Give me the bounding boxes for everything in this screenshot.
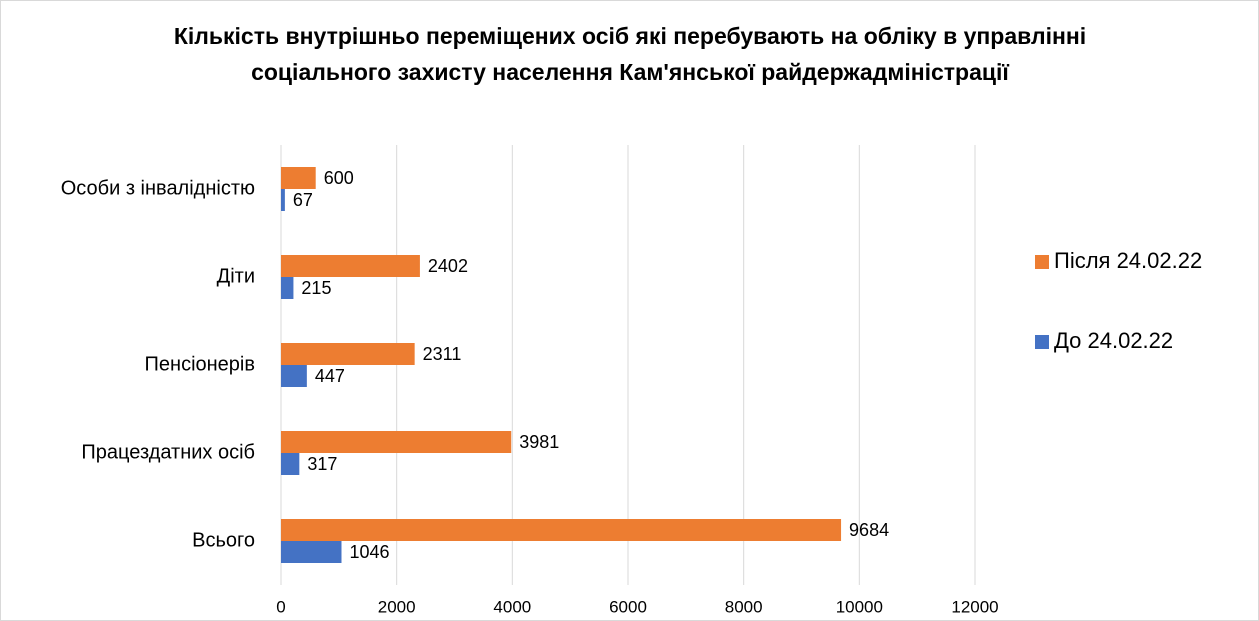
bar [281, 343, 415, 365]
bar [281, 277, 294, 299]
x-tick-label: 12000 [951, 597, 998, 616]
y-tick-label: Працездатних осіб [81, 441, 255, 463]
value-label: 2402 [428, 256, 468, 276]
value-label: 1046 [349, 542, 389, 562]
value-label: 317 [307, 454, 337, 474]
bar [281, 541, 342, 563]
bar [281, 453, 300, 475]
value-label: 67 [293, 190, 313, 210]
y-tick-label: Діти [217, 265, 255, 287]
bar [281, 255, 420, 277]
x-tick-label: 6000 [609, 597, 647, 616]
x-tick-label: 8000 [725, 597, 763, 616]
bar [281, 431, 512, 453]
legend-label: До 24.02.22 [1054, 328, 1173, 353]
chart-title: Кількість внутрішньо переміщених осіб як… [173, 23, 1087, 85]
value-label: 600 [324, 168, 354, 188]
value-label: 215 [301, 278, 331, 298]
y-tick-label: Особи з інвалідністю [61, 177, 255, 199]
x-tick-label: 0 [276, 597, 285, 616]
x-tick-label: 10000 [836, 597, 883, 616]
bar [281, 167, 316, 189]
y-tick-label: Всього [192, 529, 255, 551]
x-tick-label: 2000 [378, 597, 416, 616]
legend-label: Після 24.02.22 [1054, 248, 1202, 273]
legend-swatch [1035, 255, 1049, 269]
y-tick-label: Пенсіонерів [145, 353, 255, 375]
bar [281, 519, 842, 541]
value-label: 2311 [423, 344, 462, 364]
bar [281, 365, 307, 387]
value-label: 447 [315, 366, 345, 386]
bar [281, 189, 285, 211]
value-label: 9684 [849, 520, 889, 540]
value-label: 3981 [519, 432, 559, 452]
x-tick-label: 4000 [493, 597, 531, 616]
legend-swatch [1035, 335, 1049, 349]
